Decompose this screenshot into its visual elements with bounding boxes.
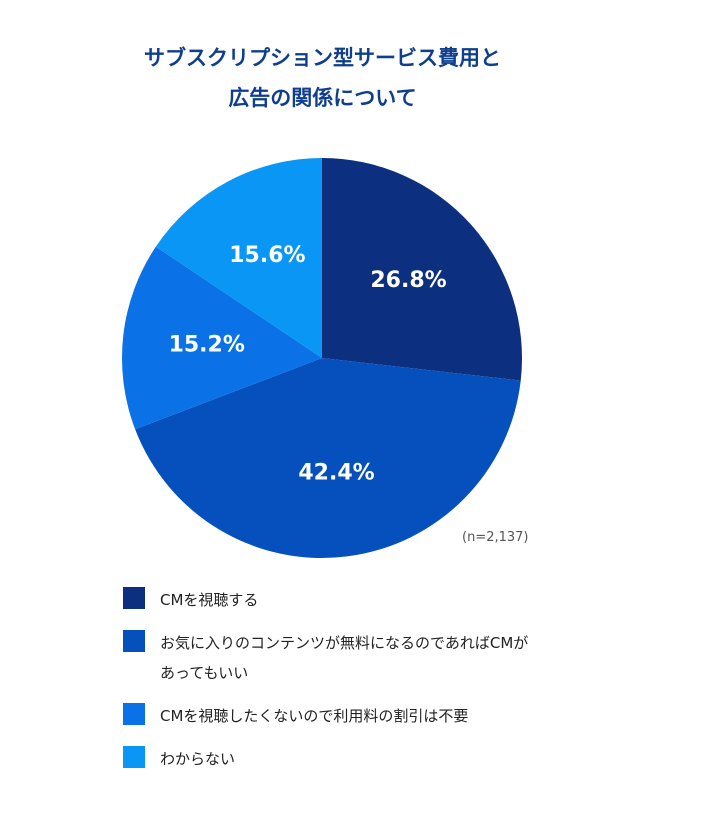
legend-swatch	[123, 587, 145, 609]
legend-label: わからない	[160, 750, 236, 768]
slice-unknown	[155, 158, 322, 358]
slice-unknown-label: 15.6%	[229, 243, 305, 268]
slice-cm-watch	[322, 158, 522, 381]
legend-label: お気に入りのコンテンツが無料になるのであればCMがあってもいい	[160, 634, 529, 682]
legend-item-unknown: わからない	[123, 744, 543, 774]
chart-title: サブスクリプション型サービス費用と 広告の関係について	[0, 38, 645, 118]
slice-free-content-ok	[135, 358, 521, 558]
chart-title-line-1: サブスクリプション型サービス費用と	[144, 46, 501, 70]
legend-item-cm-watch: CMを視聴する	[123, 585, 543, 615]
legend-swatch	[123, 703, 145, 725]
legend-label: CMを視聴したくないので利用料の割引は不要	[160, 707, 469, 725]
slice-cm-watch-label: 26.8%	[370, 268, 446, 293]
legend-label: CMを視聴する	[160, 591, 259, 609]
slice-no-discount-label: 15.2%	[169, 332, 245, 357]
sample-size-note: (n=2,137)	[462, 530, 529, 545]
slice-no-discount	[121, 246, 322, 430]
legend-swatch	[123, 630, 145, 652]
legend-swatch	[123, 746, 145, 768]
slice-free-content-ok-label: 42.4%	[298, 461, 374, 486]
legend-item-no-discount: CMを視聴したくないので利用料の割引は不要	[123, 701, 543, 731]
legend-item-free-content-ok: お気に入りのコンテンツが無料になるのであればCMがあってもいい	[123, 628, 543, 688]
chart-title-line-2: 広告の関係について	[228, 86, 417, 110]
legend: CMを視聴する お気に入りのコンテンツが無料になるのであればCMがあってもいい …	[123, 585, 543, 787]
